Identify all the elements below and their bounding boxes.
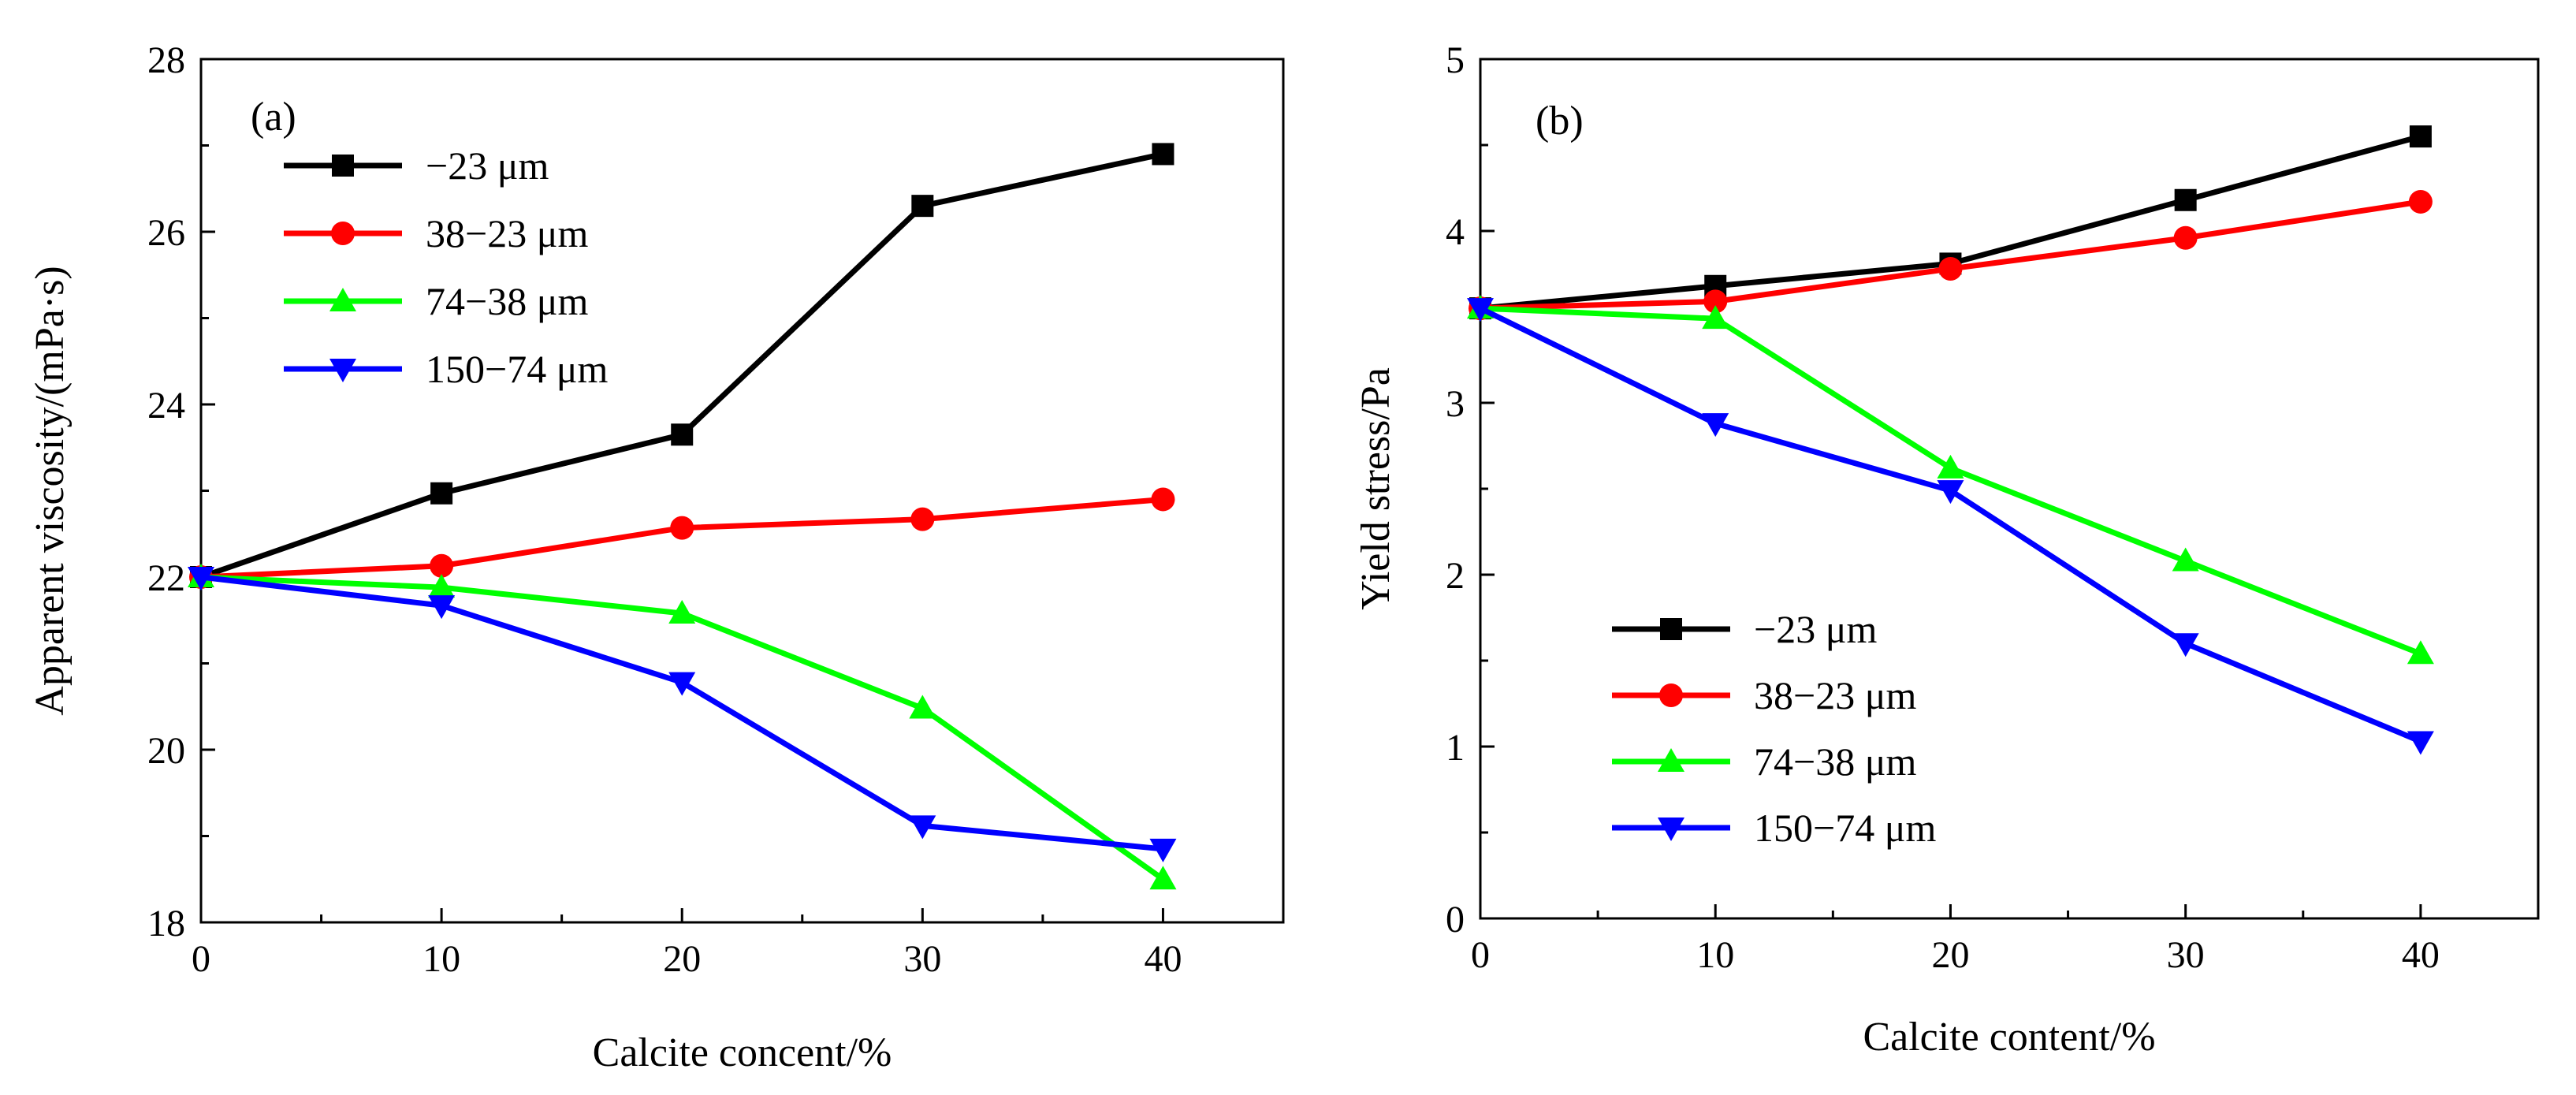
legend-label: 150−74 μm — [426, 347, 609, 391]
series-3-triangle-up — [188, 564, 1177, 890]
data-point — [430, 553, 454, 578]
legend: −23 μm 38−23 μm 74−38 μm 150−74 μm — [284, 143, 609, 391]
legend: −23 μm 38−23 μm 74−38 μm 150−74 μm — [1612, 607, 1937, 850]
data-point — [1149, 838, 1177, 862]
series-4-triangle-down — [188, 567, 1177, 862]
x-tick-label: 40 — [2402, 934, 2440, 976]
legend-label: −23 μm — [426, 143, 549, 188]
legend-marker — [329, 359, 356, 382]
x-tick-label: 30 — [2167, 934, 2205, 976]
data-point — [670, 516, 694, 540]
legend-marker — [1659, 683, 1683, 707]
data-point — [911, 195, 934, 218]
legend-label: 38−23 μm — [426, 211, 589, 255]
data-point — [1938, 256, 1963, 281]
x-tick-label: 20 — [1931, 934, 1969, 976]
legend-marker — [1658, 818, 1684, 841]
data-point — [1937, 480, 1964, 505]
data-point — [430, 482, 453, 505]
y-tick-label: 3 — [1446, 383, 1465, 425]
x-tick-label: 0 — [1471, 934, 1490, 976]
legend-label: 38−23 μm — [1754, 673, 1917, 717]
data-point — [428, 595, 456, 620]
data-point — [2172, 547, 2199, 572]
x-tick-label: 10 — [1696, 934, 1734, 976]
y-tick-label: 26 — [147, 212, 185, 254]
legend-label: 150−74 μm — [1754, 806, 1937, 850]
data-point — [1149, 866, 1177, 890]
data-point — [1467, 298, 1494, 322]
y-tick-label: 18 — [147, 903, 185, 944]
x-tick-label: 40 — [1144, 938, 1182, 980]
data-point — [2407, 640, 2434, 665]
x-tick-label: 30 — [903, 938, 941, 980]
x-axis-title: Calcite content/% — [1863, 1015, 2155, 1060]
data-point — [1702, 413, 1729, 438]
y-tick-label: 22 — [147, 557, 185, 599]
x-tick-label: 20 — [663, 938, 701, 980]
data-point — [909, 695, 936, 719]
y-tick-label: 2 — [1446, 555, 1465, 597]
legend-marker — [331, 222, 355, 245]
data-point — [2407, 731, 2434, 755]
data-point — [188, 567, 214, 590]
data-point — [2408, 189, 2433, 214]
data-point — [909, 815, 936, 840]
data-point — [2409, 125, 2432, 148]
panel-label: (a) — [251, 95, 296, 140]
x-tick-label: 0 — [192, 938, 210, 980]
series-line — [1477, 305, 2424, 744]
data-point — [2172, 633, 2199, 657]
x-tick-label: 10 — [423, 938, 460, 980]
y-tick-label: 28 — [147, 39, 185, 81]
y-tick-label: 5 — [1446, 39, 1465, 81]
y-tick-label: 20 — [147, 730, 185, 772]
series-3-triangle-up — [1467, 295, 2434, 665]
data-point — [428, 574, 456, 598]
legend-label: 74−38 μm — [426, 279, 589, 323]
data-point — [2173, 225, 2198, 250]
y-tick-label: 24 — [147, 385, 185, 426]
plot-frame — [199, 58, 1285, 924]
y-tick-label: 0 — [1446, 899, 1465, 940]
y-tick-label: 4 — [1446, 211, 1465, 253]
y-axis-title: Apparent viscosity/(mPa·s) — [28, 266, 73, 715]
legend-label: 74−38 μm — [1754, 739, 1917, 784]
data-point — [668, 599, 696, 624]
series-2-circle — [189, 487, 1175, 589]
legend-marker — [332, 155, 354, 177]
x-axis-title: Calcite concent/% — [593, 1030, 892, 1075]
panel-b-yield-stress-chart: 0 10 20 30 40 0 1 2 3 4 5 Calcite content/% Yield st… — [1353, 39, 2540, 1060]
data-point — [910, 507, 935, 531]
series-4-triangle-down — [1467, 298, 2434, 755]
data-point — [1702, 305, 1729, 330]
data-point — [671, 423, 694, 446]
data-point — [1703, 289, 1728, 314]
y-axis-title: Yield stress/Pa — [1353, 367, 1398, 610]
legend-marker — [1660, 618, 1682, 640]
data-point — [1151, 487, 1175, 512]
y-tick-label: 1 — [1446, 727, 1465, 769]
legend-marker — [329, 288, 356, 311]
panel-a-viscosity-chart: 0 10 20 30 40 18 20 22 24 26 28 Calcite concent/% Ap… — [28, 39, 1285, 1075]
data-point — [1937, 454, 1964, 479]
data-point — [668, 672, 696, 696]
data-point — [2174, 188, 2197, 211]
legend-marker — [1658, 748, 1684, 772]
legend-label: −23 μm — [1754, 607, 1878, 651]
panel-label: (b) — [1536, 99, 1584, 143]
data-point — [1152, 143, 1174, 166]
